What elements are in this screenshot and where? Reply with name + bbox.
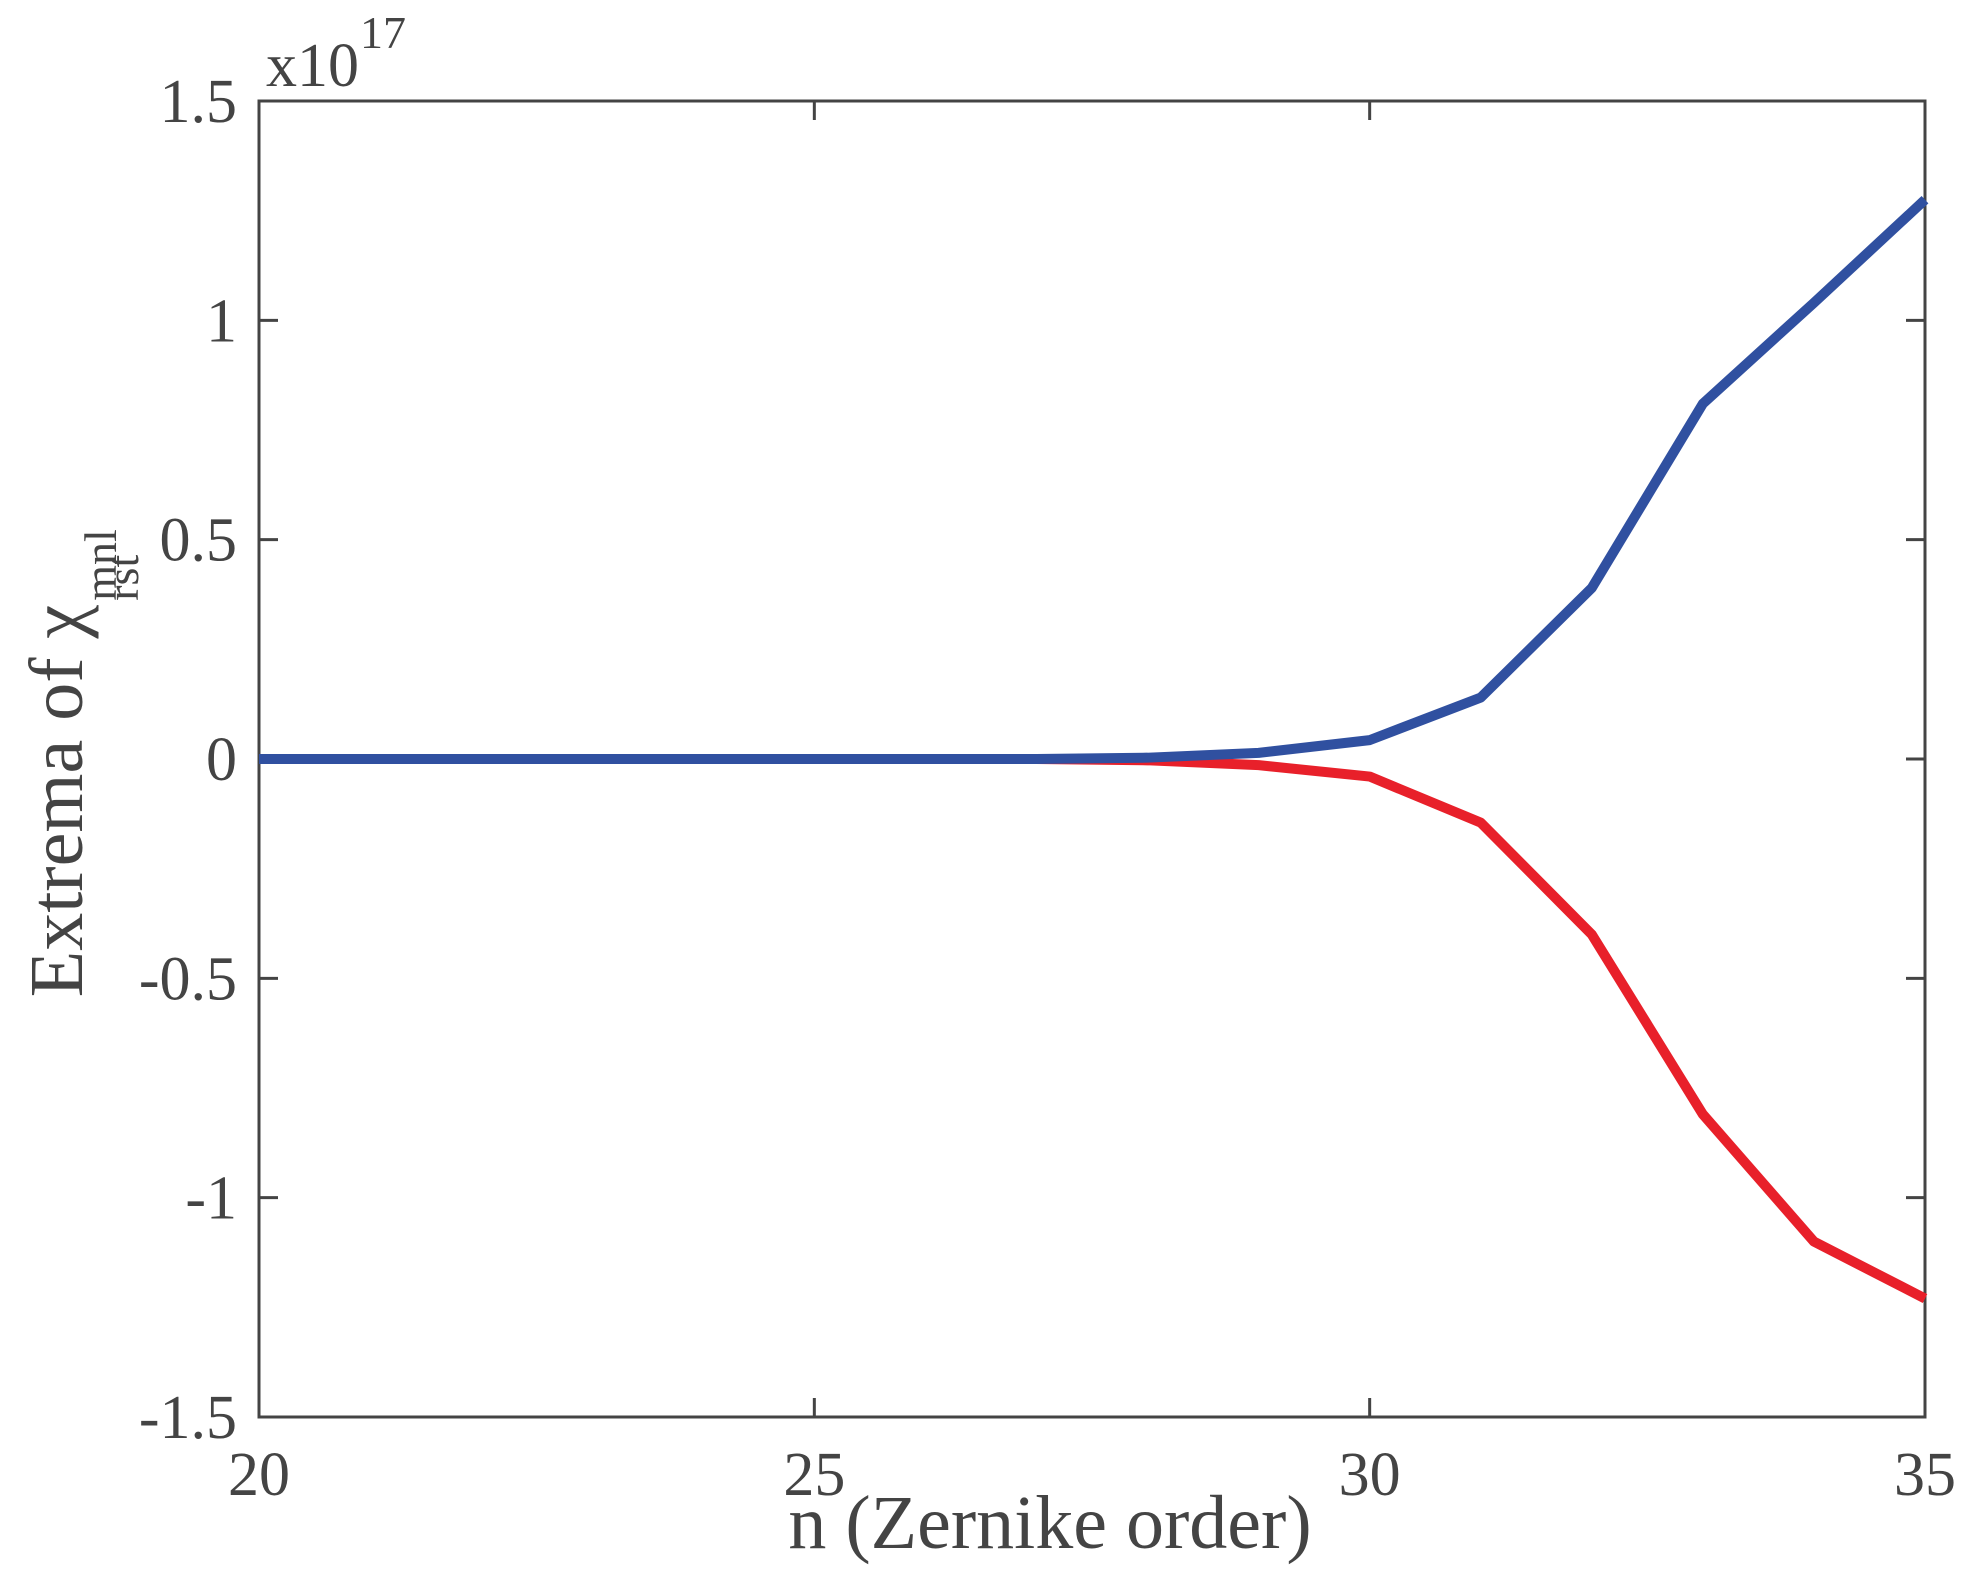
y-tick-label: 1.5 — [160, 68, 238, 136]
x-tick-label: 20 — [228, 1441, 290, 1509]
y-tick-label: -1.5 — [139, 1384, 237, 1452]
y-multiplier: x10 — [266, 32, 359, 100]
series-line — [259, 754, 1928, 1304]
x-tick-label: 35 — [1894, 1441, 1956, 1509]
y-tick-label: 1 — [206, 287, 237, 355]
y-tick-label: 0 — [206, 726, 237, 794]
y-tick-label: -1 — [185, 1165, 237, 1233]
y-tick-label: 0.5 — [160, 507, 238, 575]
y-axis-label-subscript: mnl — [75, 529, 126, 601]
y-multiplier-exponent: 17 — [360, 7, 406, 58]
series-line — [259, 196, 1929, 764]
y-axis-label-superscript: rst — [97, 555, 148, 601]
x-axis-label: n (Zernike order) — [788, 1481, 1311, 1565]
y-tick-label: -0.5 — [139, 945, 237, 1013]
y-axis-label-text: Extrema of χ — [15, 604, 99, 997]
x-tick-label: 25 — [783, 1441, 845, 1509]
x-tick-label: 30 — [1339, 1441, 1401, 1509]
